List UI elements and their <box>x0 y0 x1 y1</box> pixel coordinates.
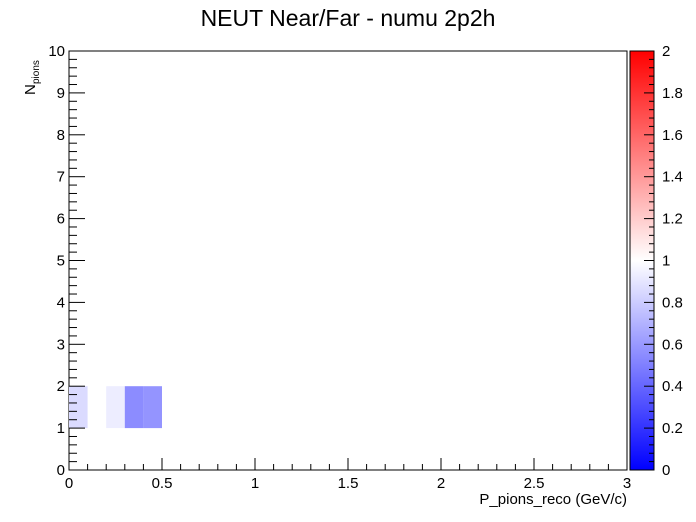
color-scale-tick-label: 0 <box>662 462 670 479</box>
heatmap-cells <box>69 386 162 429</box>
y-tick-label: 2 <box>57 378 65 395</box>
color-scale-tick-label: 1.4 <box>662 169 683 186</box>
color-scale-bar: 0 0.2 0.4 0.6 0.8 1 1.2 1.4 1.6 1.8 2 <box>629 43 683 479</box>
x-tick-label: 2.5 <box>524 475 545 492</box>
heatmap-cell <box>106 386 125 429</box>
color-scale-tick-label: 0.2 <box>662 420 683 437</box>
y-tick-label: 3 <box>57 336 65 353</box>
x-tick-label: 0 <box>65 475 73 492</box>
heatmap-cell <box>143 386 162 429</box>
y-axis-label-main: N <box>22 84 39 95</box>
y-tick-label: 1 <box>57 420 65 437</box>
color-scale-tick-label: 2 <box>662 43 670 60</box>
color-scale-ticks: 0 0.2 0.4 0.6 0.8 1 1.2 1.4 1.6 1.8 2 <box>644 43 683 479</box>
color-scale-tick-label: 0.4 <box>662 378 683 395</box>
color-scale-tick-label: 1.8 <box>662 85 683 102</box>
y-axis-label: N pions <box>22 60 42 95</box>
y-tick-label: 10 <box>48 43 65 60</box>
color-scale-tick-label: 1.2 <box>662 211 683 228</box>
y-tick-label: 4 <box>57 294 65 311</box>
color-scale-tick-label: 0.8 <box>662 294 683 311</box>
x-axis: 0 0.5 1 1.5 2 2.5 3 <box>65 458 631 492</box>
y-tick-label: 7 <box>57 169 65 186</box>
x-axis-label: P_pions_reco (GeV/c) <box>479 491 627 508</box>
color-scale-tick-label: 1.6 <box>662 127 683 144</box>
color-scale-tick-label: 1 <box>662 253 670 270</box>
x-tick-label: 1 <box>251 475 259 492</box>
x-tick-label: 2 <box>437 475 445 492</box>
y-tick-label: 6 <box>57 211 65 228</box>
heatmap-cell <box>69 386 88 429</box>
y-axis-label-subscript: pions <box>31 60 42 84</box>
y-axis: 0 1 2 3 4 5 6 7 8 9 10 <box>48 43 85 479</box>
y-tick-label: 8 <box>57 127 65 144</box>
x-tick-label: 1.5 <box>338 475 359 492</box>
x-tick-label: 3 <box>623 475 631 492</box>
color-scale-tick-label: 0.6 <box>662 336 683 353</box>
chart-title: NEUT Near/Far - numu 2p2h <box>201 5 496 31</box>
y-tick-label: 9 <box>57 85 65 102</box>
heatmap-cell <box>124 386 144 429</box>
y-tick-label: 5 <box>57 253 65 270</box>
y-tick-label: 0 <box>57 462 65 479</box>
x-tick-label: 0.5 <box>152 475 173 492</box>
